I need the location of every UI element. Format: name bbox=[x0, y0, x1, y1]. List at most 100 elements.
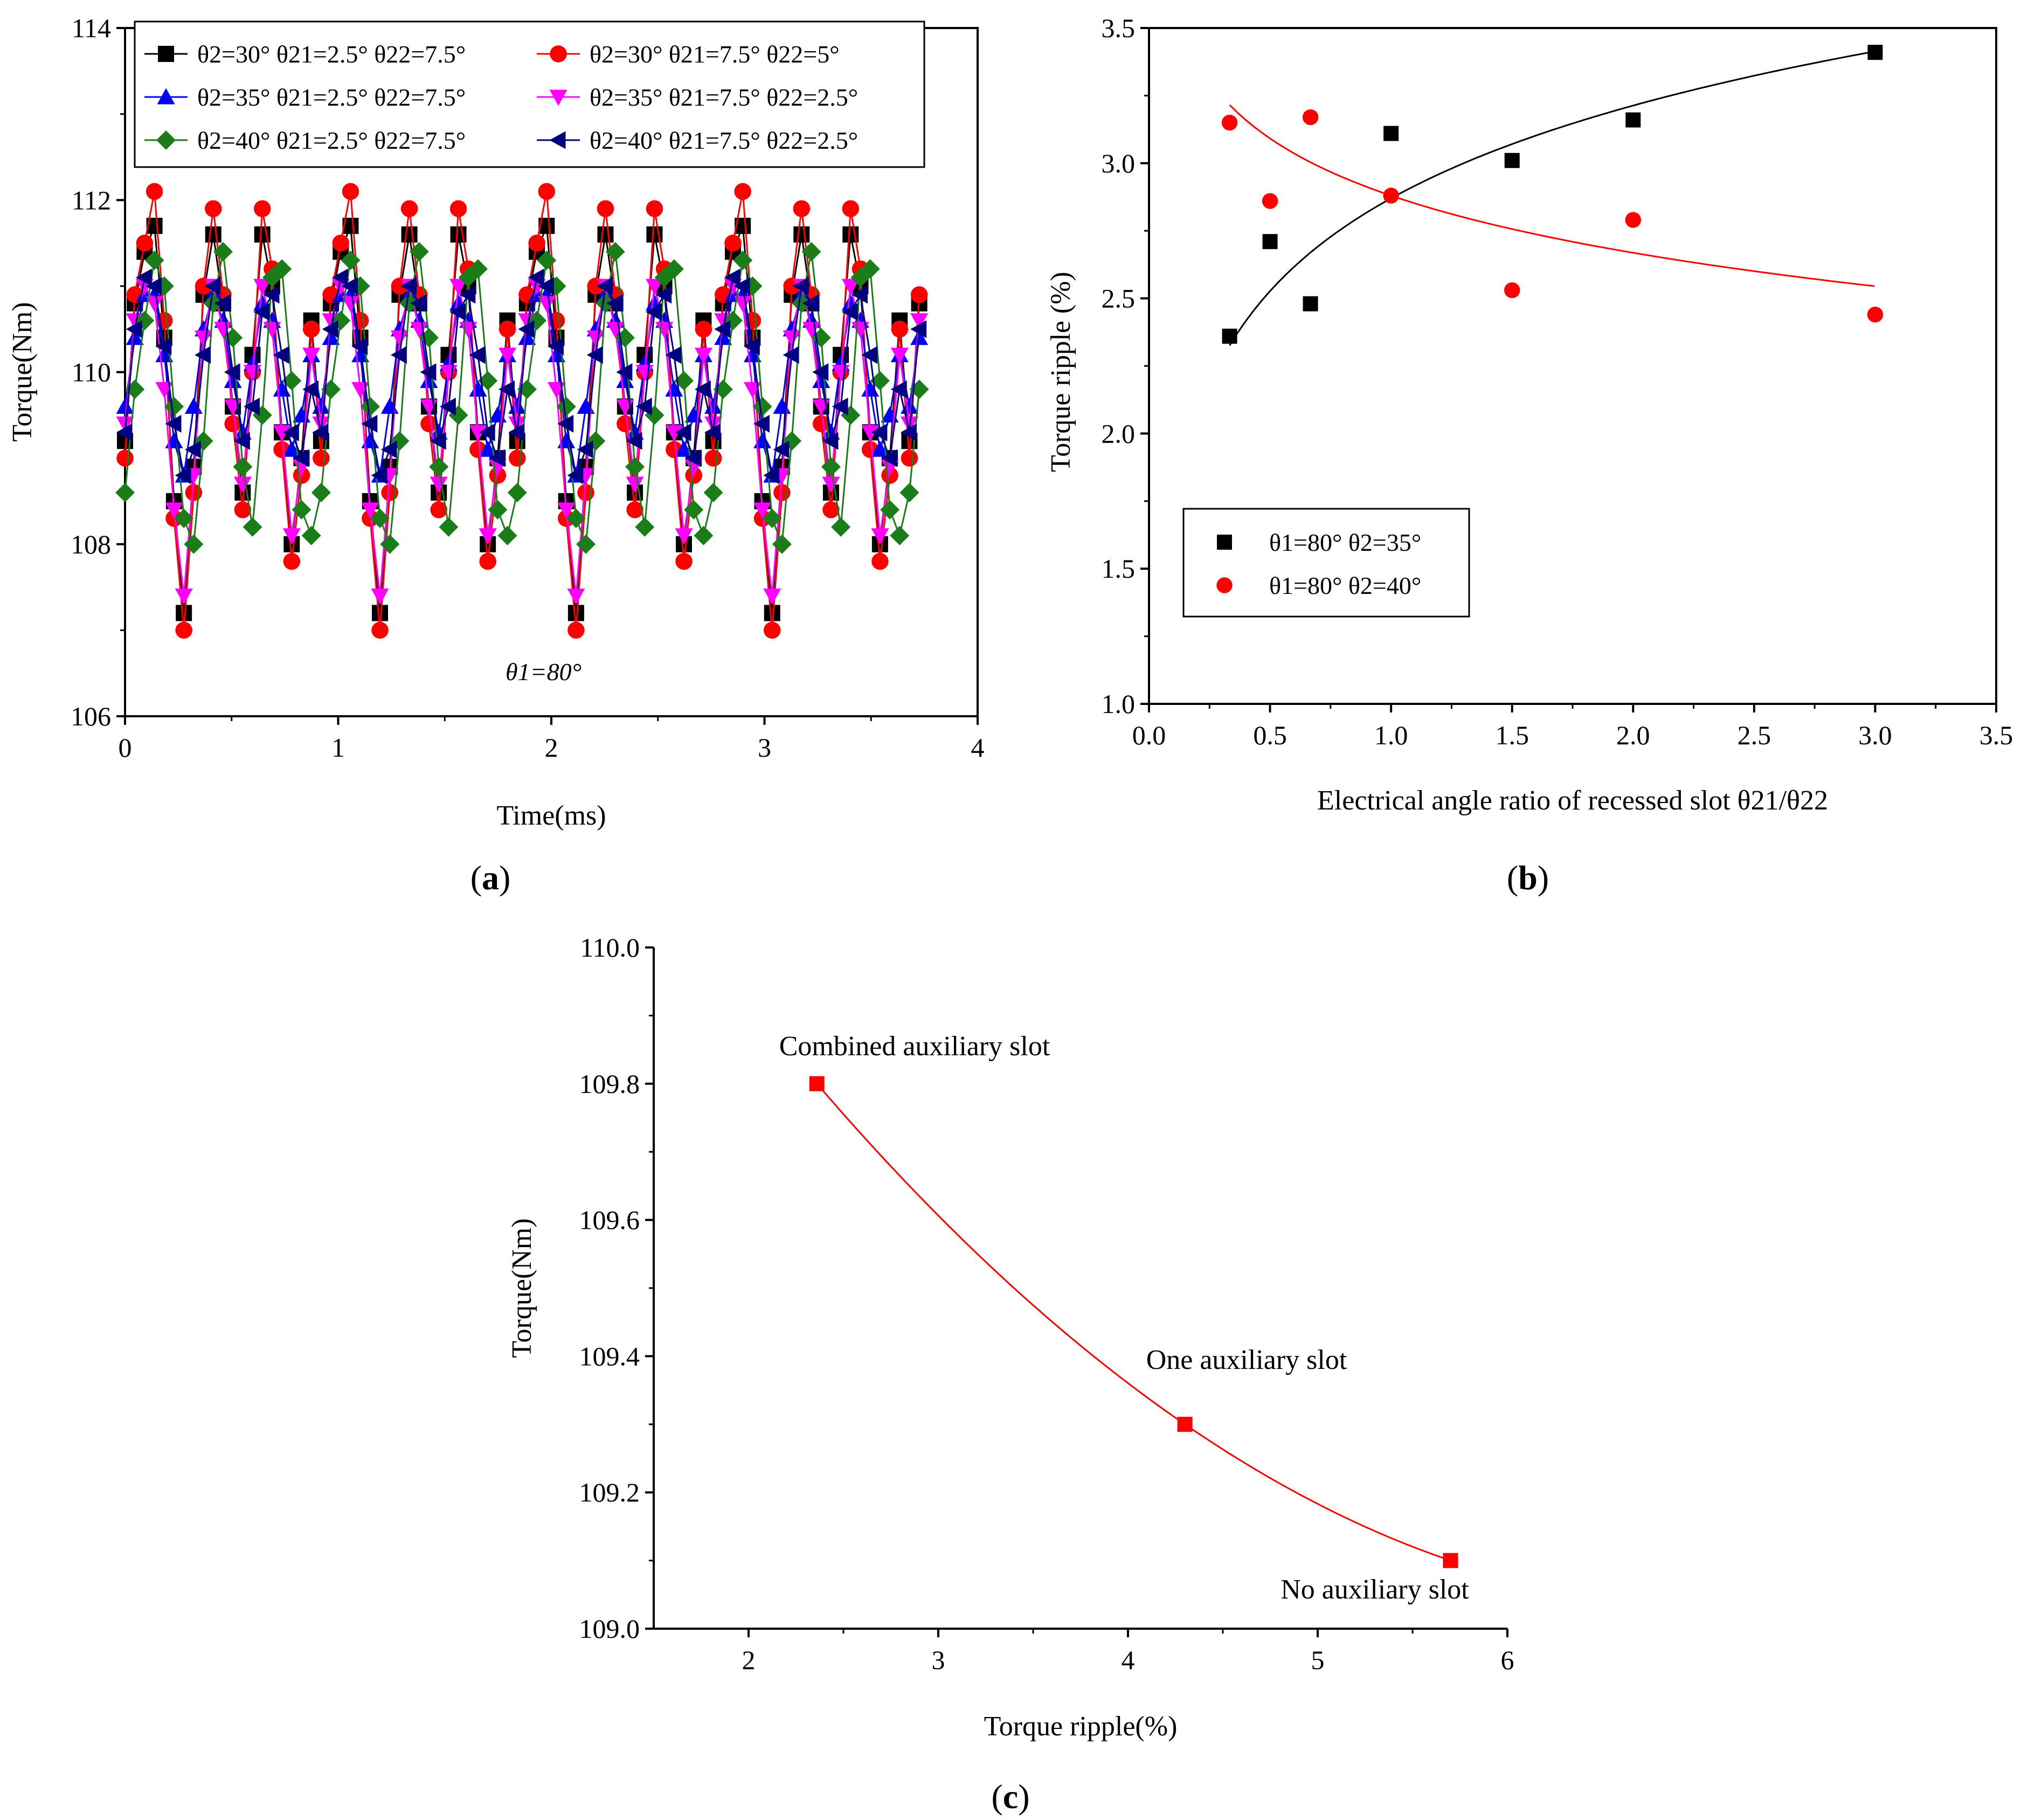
data-point bbox=[1303, 296, 1318, 312]
data-point bbox=[1443, 1553, 1458, 1568]
data-point bbox=[1221, 114, 1238, 131]
data-point bbox=[469, 346, 486, 364]
x-tick-label: 3 bbox=[758, 732, 771, 763]
data-point bbox=[312, 423, 329, 441]
data-point bbox=[184, 440, 201, 459]
data-point bbox=[479, 440, 497, 457]
legend-label: θ2=30° θ21=7.5° θ22=5° bbox=[590, 40, 840, 68]
data-point bbox=[479, 528, 497, 545]
data-point bbox=[479, 423, 495, 441]
data-point bbox=[665, 425, 683, 441]
data-point bbox=[606, 294, 623, 313]
data-point bbox=[664, 259, 684, 279]
data-point bbox=[116, 449, 134, 467]
data-point bbox=[881, 449, 897, 467]
y-tick-label: 110 bbox=[72, 357, 111, 387]
data-point bbox=[812, 363, 829, 381]
data-point bbox=[900, 423, 917, 441]
data-point bbox=[409, 242, 429, 262]
data-point bbox=[175, 466, 191, 485]
legend-entry-2: θ2=35° θ21=2.5° θ22=7.5° bbox=[144, 84, 466, 111]
data-point bbox=[586, 346, 603, 364]
x-tick-label: 3.0 bbox=[1858, 720, 1892, 750]
data-point bbox=[301, 525, 321, 545]
data-point bbox=[821, 457, 841, 477]
data-point bbox=[567, 589, 585, 605]
data-point bbox=[420, 371, 438, 388]
data-point bbox=[626, 476, 644, 493]
data-point bbox=[753, 414, 770, 433]
data-point bbox=[714, 320, 731, 338]
data-point bbox=[282, 440, 301, 457]
y-tick-label: 1.0 bbox=[1102, 689, 1136, 719]
data-point bbox=[616, 363, 633, 381]
data-point bbox=[499, 320, 516, 338]
data-point bbox=[577, 440, 593, 459]
data-point bbox=[675, 552, 693, 570]
x-tick-label: 4 bbox=[1122, 1645, 1135, 1675]
data-point bbox=[420, 363, 437, 381]
data-point bbox=[841, 303, 858, 321]
data-point bbox=[184, 397, 203, 414]
panel-c-axis-ticks: 2 3 4 5 6 109.0 109.2 109.4 109.6 109.8 110.0 bbox=[579, 932, 1514, 1675]
legend-entry-1: θ1=80° θ2=40° bbox=[1216, 572, 1421, 599]
data-point bbox=[1262, 234, 1278, 250]
data-point bbox=[176, 605, 192, 621]
data-point bbox=[822, 476, 840, 493]
data-point bbox=[832, 397, 848, 416]
x-tick-label: 2 bbox=[545, 732, 558, 763]
y-tick-label: 3.0 bbox=[1102, 148, 1136, 178]
panel-a-legend-box bbox=[134, 20, 925, 168]
panel-c-torque-ripple-chart: 2 3 4 5 6 109.0 109.2 109.4 109.6 109.8 110.0 Comb… bbox=[507, 932, 1514, 1816]
data-point bbox=[910, 286, 928, 303]
legend-entry-3: θ2=35° θ21=7.5° θ22=2.5° bbox=[537, 84, 858, 111]
data-point bbox=[890, 380, 907, 398]
panel-b-axis-ticks: 0.0 0.5 1.0 1.5 2.0 2.5 3.0 3.5 1.0 1.5 2.0 2.5 3.0 3… bbox=[1102, 13, 2013, 750]
data-point bbox=[165, 502, 183, 519]
panel-a-series bbox=[115, 183, 929, 639]
panel-a-x-axis-label: Time(ms) bbox=[496, 800, 606, 831]
series-4 bbox=[115, 242, 929, 554]
data-point bbox=[253, 279, 272, 295]
data-point bbox=[870, 371, 890, 391]
data-point bbox=[861, 425, 880, 441]
data-point bbox=[635, 517, 655, 537]
data-point bbox=[508, 449, 526, 467]
data-point bbox=[871, 440, 889, 457]
data-point bbox=[724, 268, 740, 287]
series-line bbox=[124, 251, 920, 545]
data-point bbox=[214, 294, 231, 313]
data-point bbox=[860, 259, 880, 279]
data-point bbox=[342, 183, 359, 200]
panel-a-time-torque-chart: 0 1 2 3 4 106 108 110 112 114 θ2=30° θ21=2.5° θ22… bbox=[7, 13, 985, 897]
panel-b-panel-letter: b bbox=[1518, 859, 1538, 897]
data-point bbox=[773, 397, 791, 414]
panel-c-y-axis-label: Torque(Nm) bbox=[507, 1218, 537, 1358]
legend-entry-0: θ2=30° θ21=2.5° θ22=7.5° bbox=[144, 40, 466, 68]
data-point bbox=[351, 337, 368, 356]
legend-marker bbox=[157, 88, 175, 105]
data-point bbox=[616, 371, 634, 388]
x-tick-label: 1 bbox=[331, 732, 345, 763]
data-point bbox=[311, 482, 331, 502]
data-point bbox=[507, 482, 527, 502]
data-point bbox=[499, 348, 517, 364]
data-point bbox=[802, 322, 821, 338]
data-point bbox=[204, 277, 221, 295]
data-point bbox=[537, 277, 554, 295]
data-point bbox=[361, 502, 379, 519]
data-point bbox=[567, 621, 585, 639]
y-tick-label: 109.2 bbox=[579, 1477, 640, 1507]
data-point bbox=[567, 605, 584, 621]
x-tick-label: 4 bbox=[971, 732, 985, 763]
data-point bbox=[322, 320, 338, 338]
legend-label: θ2=35° θ21=7.5° θ22=2.5° bbox=[590, 84, 858, 111]
data-point bbox=[224, 371, 242, 388]
legend-marker bbox=[156, 130, 176, 150]
data-point bbox=[508, 423, 525, 441]
data-point bbox=[372, 605, 389, 621]
panel-c-panel-letter: c bbox=[1003, 1777, 1018, 1816]
panel-c-annotation-one: One auxiliary slot bbox=[1146, 1345, 1347, 1375]
panel-b-x-axis-label: Electrical angle ratio of recessed slot … bbox=[1317, 785, 1828, 816]
x-tick-label: 2.0 bbox=[1616, 720, 1650, 750]
